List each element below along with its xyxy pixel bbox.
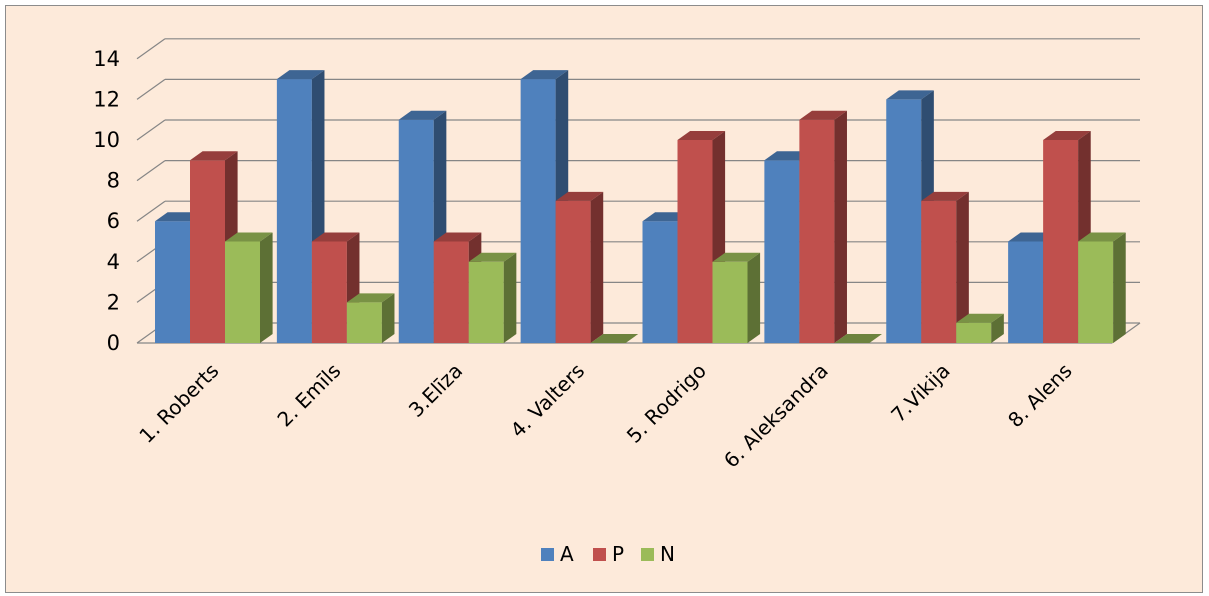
- legend-swatch: [541, 548, 554, 561]
- legend-label: N: [660, 542, 675, 566]
- bar-top: [677, 131, 726, 140]
- bar-front: [433, 241, 469, 343]
- bar-top: [834, 334, 882, 343]
- x-tick-label: 2. Emīls: [272, 359, 345, 432]
- y-tick-label: 14: [93, 47, 120, 71]
- bar-side: [991, 313, 1004, 343]
- bar-top: [799, 110, 847, 120]
- gridline-diagonal: [136, 160, 166, 182]
- bar-front: [190, 160, 225, 343]
- bar-P-8: [1043, 131, 1091, 343]
- x-tick-label: 1. Roberts: [134, 359, 223, 448]
- gridline-diagonal: [136, 119, 166, 141]
- x-tick-label: 8. Alens: [1003, 359, 1077, 433]
- bar-top: [956, 313, 1004, 323]
- bar-A-7: [886, 90, 934, 344]
- bar-side: [956, 191, 969, 343]
- bar-top: [225, 232, 273, 242]
- bar-front: [956, 322, 992, 343]
- bar-front: [1078, 241, 1114, 343]
- bar-P-6: [799, 110, 847, 343]
- gridline-diagonal: [136, 38, 166, 60]
- y-tick-label: 2: [107, 290, 120, 314]
- bar-front: [555, 200, 591, 343]
- y-tick-label: 4: [107, 250, 120, 274]
- x-tick-label: 7.Vikija: [886, 359, 954, 427]
- legend-item-A: A: [541, 542, 574, 566]
- bar-front: [677, 140, 713, 343]
- bar-N-7: [956, 313, 1004, 343]
- bar-side: [834, 110, 847, 343]
- x-tick-label: 3.Elīza: [404, 359, 467, 422]
- x-tick-label: 5. Rodrigo: [622, 359, 711, 448]
- bar-P-7: [921, 191, 969, 343]
- bar-top: [276, 70, 325, 80]
- y-tick-label: 0: [107, 331, 120, 355]
- bar-front: [1043, 140, 1079, 343]
- bar-top: [886, 90, 934, 100]
- bar-front: [799, 119, 835, 343]
- legend-label: P: [612, 542, 624, 566]
- y-tick-label: 10: [93, 128, 120, 152]
- bar-front: [520, 79, 556, 343]
- legend-item-P: P: [593, 542, 624, 566]
- bar-side: [260, 232, 273, 343]
- bar-front: [764, 160, 800, 343]
- bar-top: [190, 151, 238, 161]
- bar-front: [712, 261, 748, 343]
- gridline-diagonal: [136, 200, 166, 222]
- bar-top: [1043, 131, 1091, 140]
- bar-side: [747, 252, 761, 343]
- bar-top: [346, 293, 395, 303]
- bar-top: [712, 252, 761, 262]
- x-tick-label: 6. Aleksandra: [719, 359, 833, 473]
- bar-side: [381, 293, 395, 343]
- bar-front: [468, 261, 504, 343]
- bar-N-1: [225, 232, 273, 343]
- bars: [155, 70, 1126, 344]
- bar-top: [468, 252, 517, 262]
- bar-N-2: [346, 293, 395, 343]
- y-tick-label: 12: [93, 87, 120, 111]
- bar-front: [346, 302, 382, 343]
- bar-top: [555, 191, 604, 201]
- bar-P-4: [555, 191, 604, 343]
- bar-front: [921, 200, 957, 343]
- bar-N-4: [590, 334, 639, 343]
- legend-label: A: [560, 542, 574, 566]
- bar-top: [1078, 232, 1126, 242]
- bar-side: [503, 252, 517, 343]
- bar-top: [398, 110, 447, 120]
- y-tick-label: 6: [107, 209, 120, 233]
- bar-top: [921, 191, 969, 201]
- bar-top: [590, 334, 639, 343]
- gridline-diagonal: [136, 78, 166, 100]
- bar-front: [225, 241, 260, 343]
- bar-N-6: [834, 334, 882, 343]
- bar-front: [311, 241, 347, 343]
- bar-side: [590, 191, 604, 343]
- bar-top: [433, 232, 482, 242]
- x-axis-labels: 1. Roberts 2. Emīls 3.Elīza 4. Valters 5. Ro…: [134, 359, 1076, 473]
- legend-swatch: [593, 548, 606, 561]
- bar-N-3: [468, 252, 517, 343]
- x-tick-label: 4. Valters: [506, 359, 590, 443]
- legend-swatch: [641, 548, 654, 561]
- y-axis-ticks: 0 2 4 6 8 10 12 14: [93, 47, 120, 355]
- bar-top: [311, 232, 360, 242]
- bar-front: [155, 221, 190, 343]
- bar-front: [398, 119, 434, 343]
- bar-front: [886, 99, 922, 344]
- bar-N-5: [712, 252, 761, 343]
- bar-front: [1008, 241, 1044, 343]
- legend-item-N: N: [641, 542, 675, 566]
- bar-side: [1113, 232, 1126, 343]
- bar-front: [276, 79, 312, 343]
- bar-N-8: [1078, 232, 1126, 343]
- y-tick-label: 8: [107, 169, 120, 193]
- bar-front: [642, 221, 678, 343]
- bar-top: [520, 70, 569, 80]
